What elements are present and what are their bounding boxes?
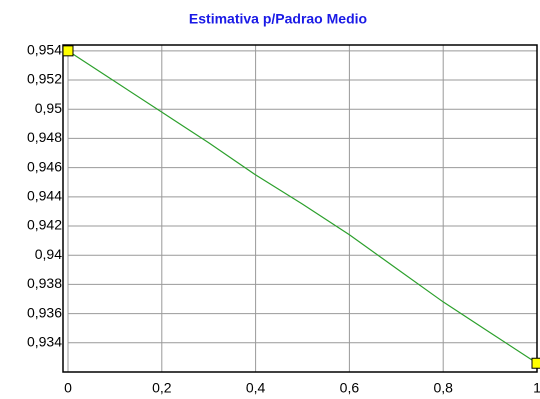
y-tick-label: 0,948	[27, 129, 62, 145]
plot-frame	[62, 44, 538, 373]
y-tick-label: 0,934	[27, 334, 62, 350]
chart-title: Estimativa p/Padrao Medio	[189, 11, 367, 27]
x-tick-label: 0,6	[340, 380, 360, 396]
series-line	[67, 50, 538, 364]
point-marker	[531, 357, 540, 369]
y-tick-label: 0,936	[27, 304, 62, 320]
y-tick-label: 0,952	[27, 71, 62, 87]
y-tick-label: 0,942	[27, 217, 62, 233]
x-tick-label: 0,2	[152, 380, 172, 396]
x-tick-label: 0,8	[433, 380, 453, 396]
x-tick-label: 0,4	[246, 380, 266, 396]
y-tick-label: 0,94	[35, 246, 62, 262]
y-tick-label: 0,95	[35, 100, 62, 116]
y-tick-label: 0,944	[27, 188, 62, 204]
point-marker	[62, 45, 74, 57]
x-tick-label: 0	[64, 380, 72, 396]
y-tick-label: 0,938	[27, 275, 62, 291]
y-tick-label: 0,946	[27, 158, 62, 174]
y-tick-label: 0,954	[27, 42, 62, 58]
x-tick-label: 1	[533, 380, 540, 396]
